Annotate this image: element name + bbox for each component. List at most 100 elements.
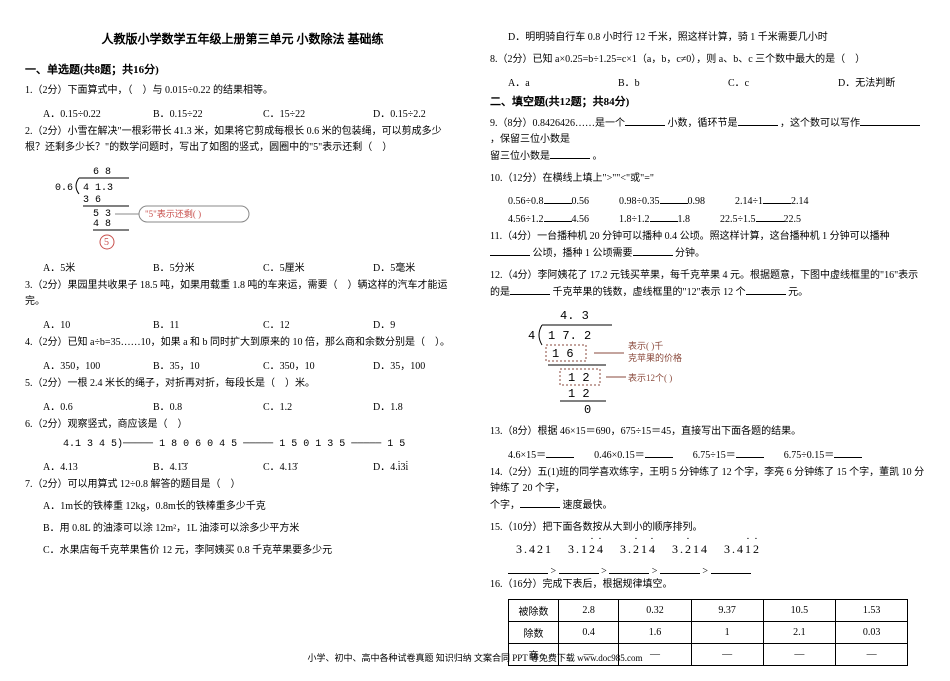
q15-stem: 15.（10分）把下面各数按从大到小的顺序排列。 [490,520,925,536]
d6-l9: 1 5 [387,439,405,450]
left-column: 人教版小学数学五年级上册第三单元 小数除法 基础练 一、单选题(共8题；共16分… [25,30,460,666]
q12-b1[interactable] [510,284,550,295]
q13-row: 4.6×15＝ 0.46×0.15＝ 6.75÷15＝ 6.75÷0.15＝ [508,446,925,461]
q12-b2[interactable] [746,284,786,295]
q4-options: A．350，100 B．35，10 C．350，10 D．35，100 [43,357,460,372]
d6-l7: 1 3 5 [315,439,345,450]
svg-text:5: 5 [104,237,109,248]
q3-opt-c: C．12 [263,316,333,331]
q11: 11.（4分）一台播种机 20 分钟可以播种 0.4 公顷。照这样计算，这台播种… [490,229,925,262]
q2-opt-d: D．5毫米 [373,259,443,274]
q8-options: A．a B．b C．c D．无法判断 [508,74,925,89]
svg-text:6 8: 6 8 [93,167,111,178]
q1-options: A．0.15÷0.22 B．0.15÷22 C．15÷22 D．0.15÷2.2 [43,105,460,120]
svg-text:1 7. 2: 1 7. 2 [548,329,591,343]
q11-p1: 11.（4分）一台播种机 20 分钟可以播种 0.4 公顷。照这样计算，这台播种… [490,231,890,242]
q2-opt-b: B．5分米 [153,259,223,274]
svg-text:1 2: 1 2 [568,387,590,401]
d6-l0: 4.1 3 [63,439,93,450]
q5-opt-c: C．1.2 [263,398,333,413]
q14-p1: 14.（2分）五(1)班的同学喜欢练字，王明 5 分钟练了 12 个字，李亮 6… [490,467,924,494]
q14-b1[interactable] [520,497,560,508]
q11-p2: 公顷，播种 1 公顷需要 [533,248,633,259]
q9-b4[interactable] [550,148,590,159]
svg-text:1 6: 1 6 [552,347,574,361]
q5-opt-a: A．0.6 [43,398,113,413]
q2-opt-c: C．5厘米 [263,259,333,274]
d6-l5: ───── [243,439,273,450]
q9-b2[interactable] [738,115,778,126]
d6-l6: 1 5 0 [279,439,309,450]
page-title: 人教版小学数学五年级上册第三单元 小数除法 基础练 [25,30,460,47]
q4-opt-a: A．350，100 [43,357,113,372]
q8-opt-d: D．无法判断 [838,74,908,89]
q15-seq: 3.421 3.124 3.214 3.214 3.412 [516,542,925,557]
q2-callout-text: "5"表示还剩( ) [145,208,201,219]
q6-opt-a: A．4.13 [43,458,113,473]
q6-options: A．4.13 B．4.1̇3̇ C．4.13̇ D．4.i̇3i̇ [43,458,460,473]
q7-opt-b: B．用 0.8L 的油漆可以涂 12m²，1L 油漆可以涂多少平方米 [43,521,460,537]
section-1-header: 一、单选题(共8题；共16分) [25,61,460,77]
q3-stem: 3.（2分）果园里共收果子 18.5 吨，如果用载重 1.8 吨的车来运，需要（… [25,278,460,310]
svg-text:4 1.3: 4 1.3 [83,183,113,194]
svg-text:克苹果的价格: 克苹果的价格 [628,352,682,363]
q9-p4: ，保留三位小数是 [490,134,570,145]
q9-p1: 9.（8分）0.8426426……是一个 [490,118,625,129]
q1-stem: 1.（2分）下面算式中，（ ）与 0.015÷0.22 的结果相等。 [25,83,460,99]
svg-text:3 6: 3 6 [83,195,101,206]
q14-p2: 速度最快。 [563,500,613,511]
q12-p2: 千克苹果的钱数，虚线框里的"12"表示 12 个 [553,287,746,298]
q5-stem: 5.（2分）一根 2.4 米长的绳子，对折再对折，每段长是（ ）米。 [25,376,460,392]
q11-b1[interactable] [490,245,530,256]
q4-opt-c: C．350，10 [263,357,333,372]
svg-text:4. 3: 4. 3 [560,309,589,323]
q7-opt-d: D．明明骑自行车 0.8 小时行 12 千米，照这样计算，骑 1 千米需要几小时 [508,30,925,46]
q9: 9.（8分）0.8426426……是一个 小数，循环节是 ，这个数可以写作 ，保… [490,115,925,165]
table-row-dividend: 被除数 2.8 0.32 9.37 10.5 1.53 [509,600,908,622]
q14: 14.（2分）五(1)班的同学喜欢练字，王明 5 分钟练了 12 个字，李亮 6… [490,465,925,514]
q9-p3: ，这个数可以写作 [780,118,860,129]
d6-l1: 4 5)───── [99,439,153,450]
q3-options: A．10 B．11 C．12 D．9 [43,316,460,331]
q5-opt-d: D．1.8 [373,398,443,413]
d6-l8: ───── [351,439,381,450]
svg-text:0: 0 [584,403,591,417]
svg-text:0.6: 0.6 [55,183,73,194]
q9-b1[interactable] [625,115,665,126]
q1-opt-d: D．0.15÷2.2 [373,105,443,120]
q9-b3[interactable] [860,115,920,126]
q15-answer-row: > > > > [508,563,925,577]
section-2-header: 二、填空题(共12题；共84分) [490,93,925,109]
q4-stem: 4.（2分）已知 a÷b=35……10，如果 a 和 b 同时扩大到原来的 10… [25,335,460,351]
q12: 12.（4分）李阿姨花了 17.2 元钱买苹果，每千克苹果 4 元。根据题意，下… [490,268,925,301]
q1-opt-c: C．15÷22 [263,105,333,120]
q2-options: A．5米 B．5分米 C．5厘米 D．5毫米 [43,259,460,274]
q5-opt-b: B．0.8 [153,398,223,413]
q16-stem: 16.（16分）完成下表后，根据规律填空。 [490,577,925,593]
svg-text:1 2: 1 2 [568,371,590,385]
d6-l2: 1 8 0 [159,439,189,450]
page-footer: 小学、初中、高中各种试卷真题 知识归纳 文案合同 PPT 等免费下载 www.d… [0,651,950,664]
q11-b2[interactable] [633,245,673,256]
svg-text:4: 4 [528,329,535,343]
q4-opt-b: B．35，10 [153,357,223,372]
q6-opt-b: B．4.1̇3̇ [153,458,223,473]
q1-opt-b: B．0.15÷22 [153,105,223,120]
svg-text:表示( )千: 表示( )千 [628,340,663,351]
q12-p3: 元。 [788,287,808,298]
q11-p3: 分钟。 [675,248,705,259]
q8-opt-b: B．b [618,74,688,89]
q4-opt-d: D．35，100 [373,357,443,372]
q3-opt-a: A．10 [43,316,113,331]
q10-row2: 4.56÷1.24.56 1.8÷1.21.8 22.5÷1.522.5 [508,211,925,225]
q8-stem: 8.（2分）已知 a×0.25=b÷1.25=c×1（a，b，c≠0），则 a、… [490,52,925,68]
svg-text:表示12个( ): 表示12个( ) [628,372,672,383]
svg-text:4 8: 4 8 [93,219,111,230]
q6-opt-d: D．4.i̇3i̇ [373,458,443,473]
q6-stem: 6.（2分）观察竖式，商应该是（ ） [25,417,460,433]
q2-division-diagram: 6 8 0.6 4 1.3 3 6 5 3 4 8 5 "5"表示还剩( ) [49,162,460,255]
q7-opt-c: C．水果店每千克苹果售价 12 元，李阿姨买 0.8 千克苹果要多少元 [43,543,460,559]
q2-opt-a: A．5米 [43,259,113,274]
d6-l3: 6 0 [195,439,213,450]
q6-division-diagram: 4.1 3 4 5)───── 1 8 0 6 0 4 5 ───── 1 5 … [63,439,460,452]
